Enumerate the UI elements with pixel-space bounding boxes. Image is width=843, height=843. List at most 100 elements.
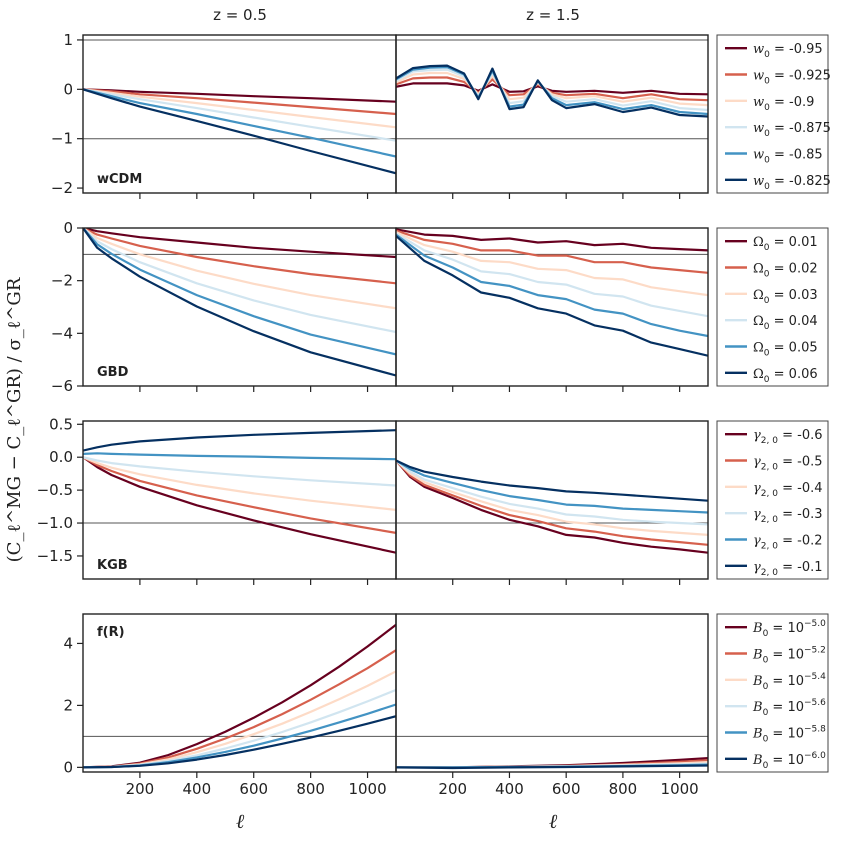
series-line-0.04 xyxy=(83,228,396,334)
legend-f(r): B0 = 10−5.0 B0 = 10−5.2 B0 = 10−5.4 B0 = 10… xyxy=(716,613,829,773)
series-line--0.825 xyxy=(396,64,708,118)
series-line-0.02 xyxy=(83,228,396,285)
series-line--0.9 xyxy=(396,71,708,107)
axes-frame xyxy=(395,227,709,387)
series-line-0.06 xyxy=(83,228,396,377)
series-line-0.03 xyxy=(83,228,396,310)
series-line-0.04 xyxy=(396,232,708,318)
series-line--0.4 xyxy=(396,459,708,536)
series-line--0.875 xyxy=(83,88,396,142)
x-tick-label: 400 xyxy=(495,780,524,798)
series-line-0.06 xyxy=(396,235,708,357)
x-tick-label: 200 xyxy=(438,780,467,798)
series-line--0.925 xyxy=(396,76,708,102)
y-tick-label: −2 xyxy=(51,272,73,290)
panel-gbd-z15 xyxy=(395,227,709,392)
series-line-10^-6.0 xyxy=(396,764,708,770)
series-line--0.875 xyxy=(396,68,708,112)
legend-entry: B0 = 10−5.4 xyxy=(752,672,826,692)
legend-entry: γ2, 0 = -0.4 xyxy=(753,481,823,499)
column-title-right: z = 1.5 xyxy=(526,6,580,24)
x-tick-label: 200 xyxy=(126,780,155,798)
y-tick-label: −1.5 xyxy=(37,547,73,565)
series-line--0.825 xyxy=(83,88,396,175)
series-line-0.05 xyxy=(83,228,396,356)
panel-kgb-z15 xyxy=(395,420,709,585)
series-line--0.6 xyxy=(83,456,396,554)
y-tick-label: 2 xyxy=(63,696,73,714)
legend-entry: B0 = 10−5.0 xyxy=(752,619,826,639)
x-axis-label-left: ℓ xyxy=(236,809,245,833)
series-line-0.01 xyxy=(396,228,708,252)
panel-f(r)-z05: 200 400 600 800 1000 0 2 4 f(R) xyxy=(63,613,397,798)
axes-frame xyxy=(395,420,709,580)
series-line--0.6 xyxy=(396,459,708,554)
legend-entry: γ2, 0 = -0.2 xyxy=(753,534,823,552)
legend-entry: Ω0 = 0.06 xyxy=(753,367,818,385)
series-line--0.5 xyxy=(396,459,708,546)
y-tick-label: 0.0 xyxy=(49,448,73,466)
y-tick-label: −4 xyxy=(51,324,73,342)
series-line--0.4 xyxy=(83,456,396,511)
panel-wcdm-z05: 1 0 −1 −2 wCDM xyxy=(51,31,397,199)
y-tick-label: 4 xyxy=(63,634,73,652)
series-line--0.1 xyxy=(83,429,396,452)
x-tick-label: 1000 xyxy=(348,780,386,798)
legend-gbd: Ω0 = 0.01 Ω0 = 0.02 Ω0 = 0.03 Ω0 = 0.04 Ω0 =… xyxy=(716,227,829,387)
y-tick-label: −2 xyxy=(51,179,73,197)
axes-frame xyxy=(82,420,397,580)
y-tick-label: −1.0 xyxy=(37,514,73,532)
x-tick-label: 600 xyxy=(239,780,268,798)
legend-entry: w0 = -0.9 xyxy=(753,95,814,113)
series-line--0.1 xyxy=(396,459,708,502)
x-axis-label-right: ℓ xyxy=(549,809,558,833)
panel-f(r)-z15: 200 400 600 800 1000 xyxy=(395,613,709,798)
series-line--0.2 xyxy=(396,459,708,514)
x-tick-label: 1000 xyxy=(661,780,699,798)
panel-wcdm-z15 xyxy=(395,34,709,199)
axes-frame xyxy=(395,613,709,773)
legend-box xyxy=(716,420,829,580)
panel-label: f(R) xyxy=(97,625,125,640)
panel-label: KGB xyxy=(97,558,128,573)
y-tick-label: −6 xyxy=(51,377,73,395)
legend-wcdm: w0 = -0.95 w0 = -0.925 w0 = -0.9 w0 = -0.87… xyxy=(716,34,831,194)
y-tick-label: 0 xyxy=(63,219,73,237)
column-title-left: z = 0.5 xyxy=(213,6,267,24)
legend-entry: B0 = 10−5.2 xyxy=(752,646,826,666)
legend-entry: w0 = -0.85 xyxy=(753,148,823,166)
legend-entry: w0 = -0.95 xyxy=(753,42,823,60)
series-line--0.85 xyxy=(396,66,708,116)
panels: 1 0 −1 −2 wCDM w0 = -0.95 w0 = -0.925 w0 = -0.9… xyxy=(37,31,831,798)
series-line-0.05 xyxy=(396,233,708,338)
panel-kgb-z05: 0.5 0.0 −0.5 −1.0 −1.5 KGB xyxy=(37,415,397,585)
legend-entry: Ω0 = 0.04 xyxy=(753,314,818,332)
legend-entry: w0 = -0.925 xyxy=(753,69,831,87)
series-line-0.02 xyxy=(396,229,708,274)
x-tick-label: 400 xyxy=(182,780,211,798)
legend-entry: Ω0 = 0.05 xyxy=(753,341,818,359)
x-tick-label: 800 xyxy=(609,780,638,798)
legend-entry: γ2, 0 = -0.3 xyxy=(753,507,823,525)
y-tick-label: 0.5 xyxy=(49,415,73,433)
series-line-10^-6.0 xyxy=(83,715,396,769)
y-tick-label: 1 xyxy=(63,31,73,49)
legend-entry: Ω0 = 0.03 xyxy=(753,288,818,306)
panel-label: wCDM xyxy=(97,172,142,187)
y-tick-label: 0 xyxy=(63,758,73,776)
y-tick-label: 0 xyxy=(63,80,73,98)
y-tick-label: −1 xyxy=(51,130,73,148)
series-line-0.03 xyxy=(396,231,708,297)
panel-gbd-z05: 0 −2 −4 −6 GBD xyxy=(51,219,397,395)
series-line-10^-5.0 xyxy=(83,623,396,769)
legend-entry: w0 = -0.825 xyxy=(753,174,831,192)
legend-entry: B0 = 10−6.0 xyxy=(752,751,826,771)
legend-kgb: γ2, 0 = -0.6 γ2, 0 = -0.5 γ2, 0 = -0.4 γ2, … xyxy=(716,420,829,580)
legend-box xyxy=(716,613,829,773)
panel-label: GBD xyxy=(97,365,129,380)
series-line--0.3 xyxy=(396,459,708,526)
legend-entry: γ2, 0 = -0.6 xyxy=(753,428,823,446)
series-line-0.01 xyxy=(83,228,396,259)
legend-entry: B0 = 10−5.8 xyxy=(752,725,826,745)
